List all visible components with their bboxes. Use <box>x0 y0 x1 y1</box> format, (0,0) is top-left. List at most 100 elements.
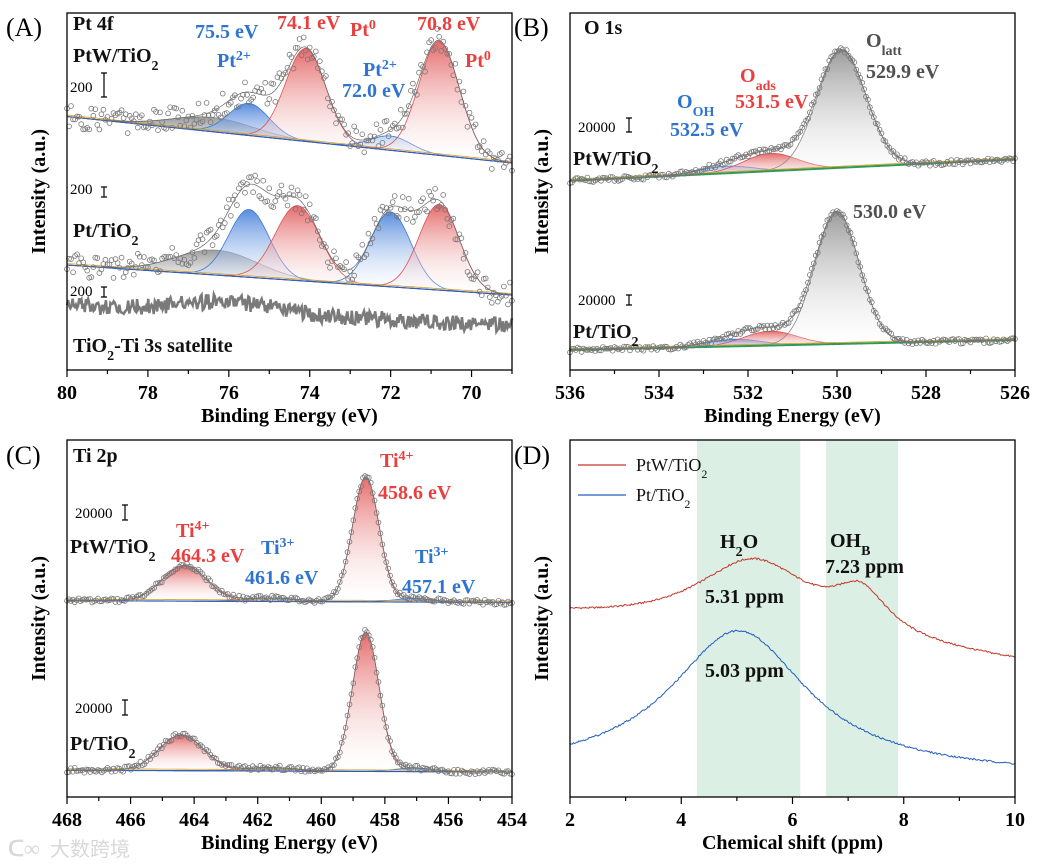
data-point <box>161 125 167 131</box>
data-point <box>76 113 82 120</box>
data-point <box>100 106 107 113</box>
data-point <box>791 135 798 141</box>
data-point <box>68 103 74 109</box>
data-point <box>460 255 467 262</box>
data-point <box>266 185 273 192</box>
data-point <box>876 126 883 133</box>
x-tick-label: 466 <box>116 809 146 831</box>
data-point <box>362 627 368 633</box>
data-point <box>810 260 817 267</box>
data-point <box>371 497 378 504</box>
data-point <box>70 116 76 123</box>
annotation: 74.1 eV <box>277 12 341 34</box>
data-point <box>466 109 473 116</box>
data-point <box>197 120 204 126</box>
annotation: Pt/TiO2 <box>73 220 139 249</box>
data-point <box>350 517 357 523</box>
data-point <box>171 105 178 111</box>
data-point <box>405 195 412 202</box>
background-line <box>66 264 513 296</box>
data-point <box>141 254 147 260</box>
data-point <box>863 285 869 292</box>
spectrum-ptw-tio2 <box>64 26 515 174</box>
data-point <box>137 114 143 120</box>
data-point <box>354 655 361 661</box>
data-point <box>215 222 222 228</box>
data-point <box>319 598 326 605</box>
x-tick-label: 76 <box>219 382 239 404</box>
data-point <box>344 549 351 555</box>
data-point <box>646 172 653 179</box>
panel-label: (B) <box>514 13 549 42</box>
x-tick-label: 4 <box>676 809 686 831</box>
data-point <box>167 104 174 111</box>
data-point <box>183 117 190 124</box>
data-point <box>122 269 129 276</box>
data-point <box>79 767 86 773</box>
annotation: 72.0 eV <box>342 80 406 102</box>
data-point <box>272 198 279 204</box>
data-point <box>654 172 660 179</box>
data-point <box>288 184 295 191</box>
data-point <box>122 763 128 770</box>
data-point <box>375 143 382 149</box>
annotation: 464.3 eV <box>171 545 245 567</box>
panel-B: 536 534 532 530 528 526 Binding Energy (eV) Int… <box>514 12 1030 427</box>
data-point <box>358 483 364 490</box>
data-point <box>177 122 184 129</box>
data-point <box>175 114 182 120</box>
data-point <box>399 194 406 200</box>
annotation: 70.8 eV <box>417 13 481 35</box>
data-point <box>389 579 395 585</box>
data-point <box>343 259 349 265</box>
scale-bar <box>626 294 632 306</box>
data-point <box>375 519 382 526</box>
data-point <box>338 572 345 579</box>
data-point <box>203 229 210 236</box>
data-point <box>812 92 819 98</box>
data-point <box>348 691 355 697</box>
data-point <box>501 164 507 170</box>
data-point <box>209 754 215 761</box>
data-point <box>228 762 235 768</box>
spectrum-pt-tio2 <box>567 208 1018 356</box>
annotation: Pt 4f <box>73 13 114 35</box>
x-tick-label: 78 <box>138 382 158 404</box>
data-point <box>331 248 337 255</box>
data-point <box>203 746 210 753</box>
data-point <box>329 99 335 105</box>
data-point <box>300 597 306 604</box>
data-point <box>336 579 343 585</box>
data-point <box>246 99 252 106</box>
data-point <box>304 56 311 63</box>
data-point <box>381 118 388 125</box>
data-point <box>365 230 372 237</box>
x-tick-label: 80 <box>57 382 77 404</box>
data-point <box>603 175 610 182</box>
data-point <box>660 344 666 351</box>
data-point <box>412 214 418 220</box>
data-point <box>262 199 269 205</box>
data-point <box>434 206 441 213</box>
data-point <box>762 146 769 153</box>
data-point <box>141 124 147 131</box>
data-point <box>102 117 109 123</box>
data-point <box>104 764 111 771</box>
annotation: 5.03 ppm <box>705 660 784 682</box>
data-point <box>321 75 327 81</box>
data-point <box>278 182 285 189</box>
panel-label: (A) <box>6 13 42 42</box>
data-point <box>191 121 198 127</box>
data-point <box>169 125 176 131</box>
data-point <box>248 174 254 180</box>
data-point <box>619 347 625 354</box>
data-point <box>497 151 503 157</box>
data-point <box>383 559 390 565</box>
data-point <box>385 734 392 741</box>
data-point <box>952 338 958 344</box>
data-point <box>756 322 763 329</box>
data-point <box>356 644 363 650</box>
data-point <box>452 236 459 243</box>
data-point <box>319 68 325 74</box>
